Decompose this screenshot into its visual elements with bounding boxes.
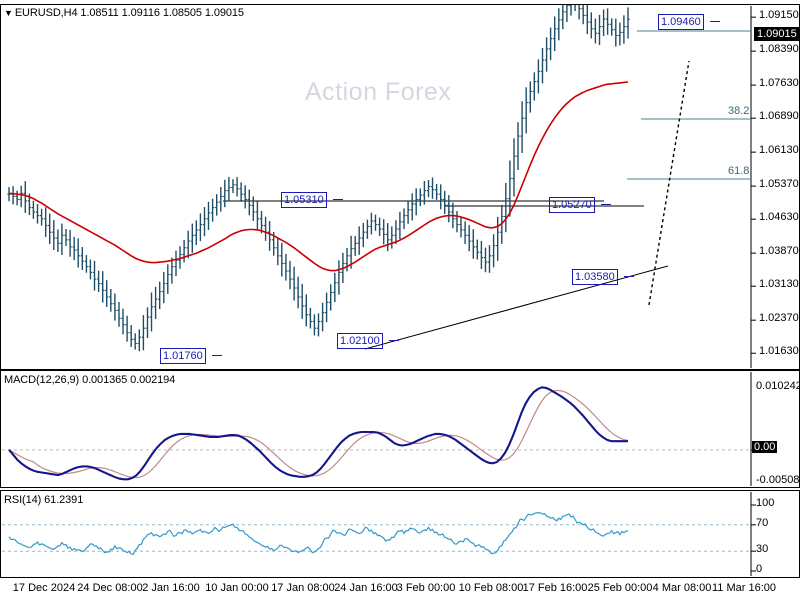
annotation-connector — [624, 276, 634, 277]
macd-indicator-panel[interactable] — [0, 370, 800, 488]
swing-low-2-tag[interactable]: 1.02100 — [337, 333, 383, 349]
watermark-action-forex: Action Forex — [305, 78, 452, 106]
time-axis-label: 17 Feb 16:00 — [522, 582, 588, 594]
time-axis-label: 4 Mar 08:00 — [652, 582, 712, 594]
time-axis-label: 2 Jan 16:00 — [142, 582, 200, 594]
price-axis-tick-label: 1.01630 — [759, 345, 799, 358]
rsi-axis-tick-label: 100 — [756, 497, 775, 509]
resistance-2-tag[interactable]: 1.05270 — [549, 197, 595, 213]
price-chart-panel[interactable] — [0, 4, 800, 370]
price-axis-tick-label: 1.04630 — [759, 211, 799, 224]
time-axis-label: 17 Jan 08:00 — [271, 582, 335, 594]
price-axis-tick-label: 1.03130 — [759, 278, 799, 291]
macd-chart-canvas — [2, 372, 756, 486]
annotation-connector — [333, 199, 343, 200]
triangle-down-icon[interactable]: ▼ — [4, 8, 13, 19]
rsi-indicator-panel[interactable] — [0, 490, 800, 578]
rsi-panel-header: RSI(14) 61.2391 — [4, 494, 84, 506]
time-axis-label: 17 Dec 2024 — [12, 582, 76, 594]
time-axis-label: 10 Feb 08:00 — [458, 582, 524, 594]
price-axis-tick-label: 1.08390 — [759, 43, 799, 56]
price-axis-tick-label: 1.06890 — [759, 110, 799, 123]
price-axis-tick-label: 1.09150 — [759, 9, 799, 22]
rsi-axis-tick-label: 0 — [756, 563, 763, 575]
price-axis-tick-label: 1.03870 — [759, 245, 799, 258]
price-header-text: EURUSD,H4 1.08511 1.09116 1.08505 1.0901… — [14, 7, 244, 19]
rsi-chart-canvas — [2, 492, 756, 576]
annotation-connector — [212, 355, 222, 356]
swing-low-1-tag[interactable]: 1.01760 — [160, 348, 206, 364]
macd-panel-header: MACD(12,26,9) 0.001365 0.002194 — [4, 374, 176, 386]
macd-axis-tick-label: 0.010242 — [756, 380, 800, 392]
price-panel-header: ▼ EURUSD,H4 1.08511 1.09116 1.08505 1.090… — [4, 7, 244, 19]
price-chart-canvas — [7, 5, 756, 368]
annotation-connector — [389, 340, 399, 341]
macd-zero-tag: 0.00 — [752, 441, 778, 453]
time-axis-label: 10 Jan 00:00 — [205, 582, 269, 594]
time-axis-label: 3 Feb 00:00 — [396, 582, 456, 594]
support-level-tag[interactable]: 1.03580 — [572, 269, 618, 285]
price-axis-tick-label: 1.06130 — [759, 144, 799, 157]
time-axis-label: 24 Jan 16:00 — [334, 582, 398, 594]
price-axis-tick-label: 1.02370 — [759, 312, 799, 325]
annotation-connector — [601, 204, 611, 205]
time-axis-label: 24 Dec 08:00 — [77, 582, 143, 594]
time-axis-label: 11 Mar 16:00 — [711, 582, 777, 594]
fib-level-label: 38.2 — [728, 105, 750, 117]
resistance-1-tag[interactable]: 1.05310 — [281, 192, 327, 208]
rsi-axis-tick-label: 70 — [756, 516, 769, 529]
swing-high-tag[interactable]: 1.09460 — [658, 14, 704, 30]
time-axis: 17 Dec 2024 24 Dec 08:00 2 Jan 16:00 10 Jan… — [0, 580, 800, 600]
price-axis-tick-label: 1.05370 — [759, 178, 799, 191]
current-price-tag: 1.09015 — [754, 27, 800, 41]
macd-axis-tick-label: -0.005081 — [756, 474, 800, 486]
rsi-axis-tick-label: 30 — [756, 543, 769, 556]
fib-level-label: 61.8 — [728, 165, 750, 177]
price-axis-tick-label: 1.07630 — [759, 77, 799, 90]
annotation-connector — [710, 21, 720, 22]
time-axis-label: 25 Feb 00:00 — [587, 582, 653, 594]
